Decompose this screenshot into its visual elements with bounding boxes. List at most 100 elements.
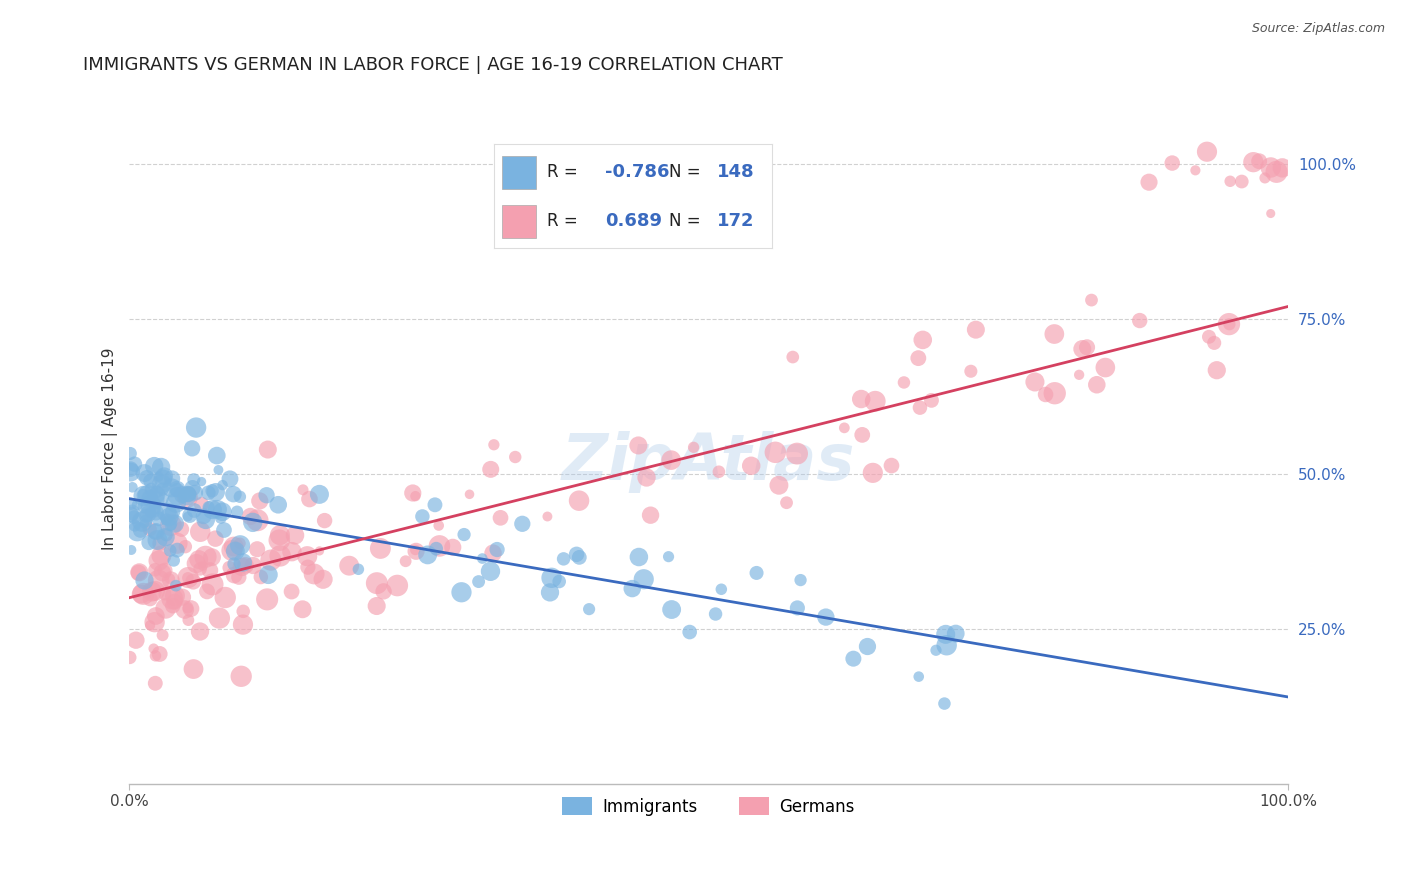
Point	[921, 393, 943, 408]
Point	[172, 487, 194, 501]
Point	[1069, 368, 1091, 382]
Point	[198, 563, 221, 577]
Point	[129, 523, 152, 537]
Point	[1204, 335, 1226, 350]
Point	[145, 492, 167, 507]
Point	[201, 483, 224, 498]
Point	[1198, 330, 1220, 344]
Point	[568, 550, 591, 565]
Point	[187, 552, 209, 566]
Point	[146, 533, 169, 547]
Point	[155, 601, 177, 615]
Point	[148, 469, 170, 483]
Point	[231, 560, 253, 574]
Point	[229, 536, 252, 550]
Point	[298, 491, 321, 506]
Point	[125, 633, 148, 648]
Point	[152, 472, 174, 486]
Point	[710, 582, 733, 597]
Point	[411, 509, 433, 524]
Point	[503, 450, 526, 464]
Point	[211, 478, 233, 492]
Point	[834, 421, 856, 435]
Point	[1035, 387, 1057, 401]
Point	[789, 573, 811, 587]
Point	[183, 662, 205, 676]
Point	[153, 587, 176, 601]
Point	[163, 589, 186, 603]
Point	[935, 638, 957, 652]
Point	[314, 514, 336, 528]
Point	[425, 541, 447, 556]
Point	[471, 551, 494, 566]
Point	[155, 530, 177, 544]
Point	[416, 548, 439, 562]
Point	[211, 505, 233, 519]
Point	[1260, 206, 1282, 220]
Point	[143, 615, 166, 630]
Point	[177, 601, 200, 615]
Point	[224, 544, 246, 558]
Point	[269, 528, 291, 542]
Point	[366, 576, 388, 591]
Point	[160, 591, 183, 606]
Point	[152, 628, 174, 642]
Point	[633, 572, 655, 586]
Point	[160, 481, 183, 495]
Point	[160, 518, 183, 533]
Point	[145, 524, 167, 539]
Point	[242, 516, 264, 530]
Point	[1184, 163, 1206, 178]
Point	[239, 509, 262, 524]
Point	[479, 462, 502, 476]
Point	[118, 650, 141, 665]
Point	[176, 489, 198, 503]
Point	[142, 641, 165, 656]
Point	[863, 394, 886, 409]
Point	[786, 601, 808, 615]
Point	[135, 471, 157, 485]
Point	[136, 507, 159, 521]
Point	[150, 549, 173, 563]
Point	[122, 510, 145, 524]
Point	[763, 445, 786, 459]
Point	[153, 469, 176, 483]
Point	[152, 491, 174, 506]
Point	[911, 333, 934, 347]
Point	[177, 487, 200, 501]
Point	[212, 523, 235, 537]
Point	[177, 509, 200, 524]
Point	[148, 512, 170, 526]
Point	[201, 502, 224, 516]
Point	[347, 562, 370, 576]
Point	[188, 524, 211, 539]
Point	[945, 626, 967, 640]
Point	[145, 609, 167, 624]
Legend: Immigrants, Germans: Immigrants, Germans	[555, 791, 862, 822]
Point	[228, 570, 250, 584]
Point	[159, 543, 181, 558]
Point	[134, 466, 156, 480]
Point	[1230, 175, 1253, 189]
Point	[181, 442, 204, 456]
Point	[194, 549, 217, 564]
Point	[267, 498, 290, 512]
Point	[851, 428, 873, 442]
Point	[184, 420, 207, 434]
Point	[1080, 293, 1102, 307]
Point	[1161, 156, 1184, 170]
Point	[553, 552, 575, 566]
Point	[429, 539, 451, 553]
Point	[180, 601, 202, 615]
Point	[155, 512, 177, 526]
Point	[205, 449, 228, 463]
Point	[740, 458, 762, 473]
Point	[139, 474, 162, 488]
Point	[148, 554, 170, 568]
Point	[159, 518, 181, 533]
Point	[132, 587, 155, 601]
Point	[208, 611, 231, 625]
Point	[814, 610, 837, 624]
Point	[851, 392, 873, 406]
Point	[256, 488, 278, 502]
